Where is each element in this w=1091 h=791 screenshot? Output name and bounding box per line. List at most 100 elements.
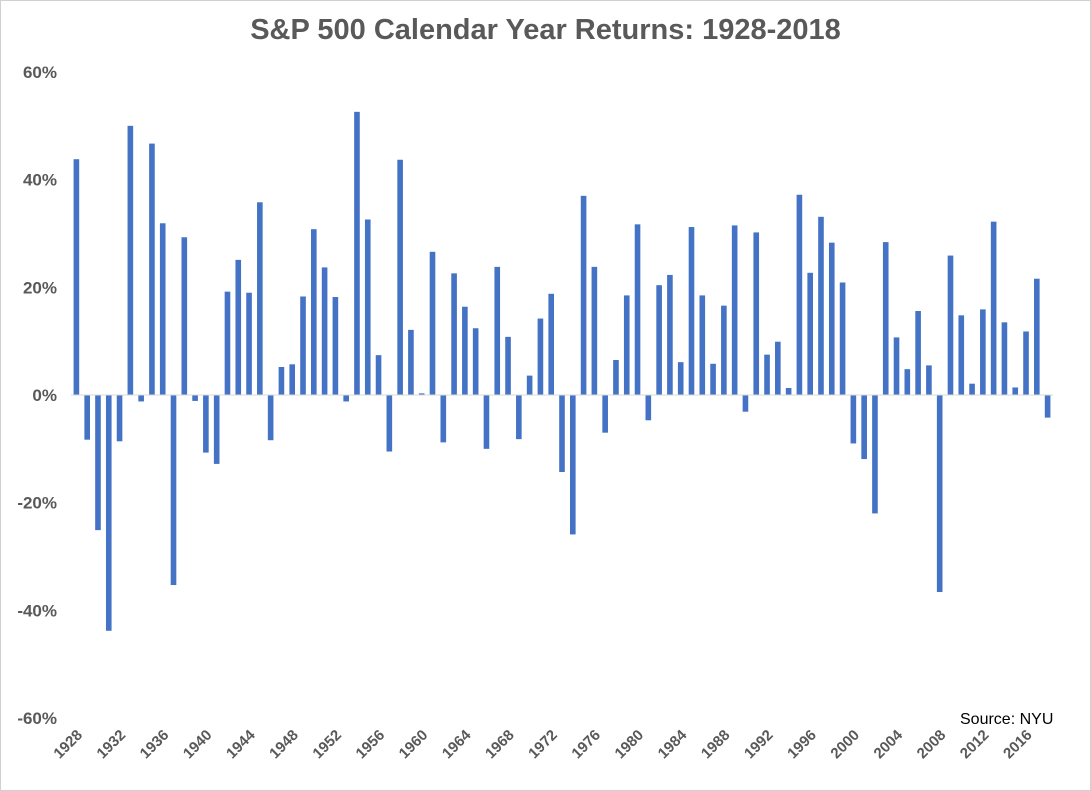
bar-1994 — [785, 388, 792, 395]
bar-2003 — [882, 242, 889, 395]
bar-1980 — [634, 224, 641, 395]
y-axis-ticks: 60% 40% 20% 0% -20% -40% -60% — [17, 63, 57, 728]
bar-1948 — [289, 364, 296, 395]
bar-1976 — [591, 266, 598, 395]
bar-1952 — [332, 297, 339, 395]
bar-2018 — [1044, 395, 1051, 418]
bar-1958 — [397, 159, 403, 395]
bar-1954 — [354, 111, 360, 395]
bar-2009 — [947, 255, 954, 395]
x-tick-label: 1936 — [137, 727, 173, 763]
bar-2016 — [1023, 331, 1029, 395]
x-tick-label: 1956 — [353, 727, 389, 763]
bar-1960 — [418, 393, 425, 395]
bar-2008 — [936, 395, 943, 593]
bar-1996 — [807, 272, 813, 395]
bar-1985 — [688, 227, 695, 395]
bar-2005 — [904, 369, 911, 395]
bar-1982 — [656, 285, 662, 395]
y-tick-label: 0% — [32, 386, 57, 405]
bar-1930 — [95, 395, 101, 531]
x-tick-label: 1984 — [655, 726, 691, 762]
x-tick-label: 2000 — [827, 727, 863, 763]
bar-1965 — [472, 328, 479, 395]
bar-1989 — [731, 225, 738, 395]
bar-1997 — [818, 216, 824, 395]
bar-1992 — [764, 354, 770, 396]
bar-2001 — [861, 395, 867, 460]
bar-1946 — [267, 395, 274, 441]
bar-1969 — [516, 395, 522, 440]
bar-2012 — [980, 309, 986, 395]
bar-1979 — [623, 295, 630, 395]
bar-1983 — [667, 274, 673, 395]
bar-2002 — [872, 395, 878, 514]
bar-1944 — [246, 292, 252, 395]
bar-1943 — [235, 259, 242, 395]
bar-1972 — [548, 293, 555, 395]
bar-1984 — [677, 362, 684, 395]
x-tick-label: 1992 — [741, 727, 777, 763]
x-tick-label: 1996 — [784, 727, 820, 763]
x-tick-label: 1944 — [223, 726, 259, 762]
bar-1961 — [429, 251, 436, 395]
y-tick-label: 60% — [23, 63, 57, 82]
bar-1986 — [699, 295, 706, 395]
bar-1975 — [580, 195, 587, 395]
x-tick-label: 1932 — [94, 727, 130, 763]
x-tick-label: 2016 — [1000, 727, 1036, 763]
y-tick-label: -40% — [17, 601, 57, 620]
bar-1981 — [645, 395, 652, 421]
bar-2007 — [926, 365, 932, 395]
bar-1940 — [203, 395, 209, 453]
bar-1957 — [386, 395, 393, 452]
x-tick-label: 2008 — [914, 727, 950, 763]
bar-2000 — [850, 395, 857, 444]
bar-1959 — [408, 329, 414, 395]
x-tick-label: 1964 — [439, 726, 475, 762]
x-tick-label: 2012 — [957, 727, 993, 763]
bar-1933 — [127, 125, 134, 395]
bar-2011 — [969, 383, 975, 395]
x-tick-label: 1976 — [568, 727, 604, 763]
bar-1991 — [753, 232, 760, 395]
x-tick-label: 1928 — [50, 727, 86, 763]
bar-1947 — [278, 367, 285, 395]
bar-1978 — [613, 360, 619, 395]
bar-1950 — [311, 229, 317, 395]
bar-1937 — [170, 395, 177, 586]
bar-1993 — [775, 341, 781, 395]
bar-1998 — [828, 242, 835, 395]
bar-1932 — [116, 395, 123, 442]
x-tick-label: 1960 — [396, 727, 432, 763]
bar-1974 — [569, 395, 576, 535]
bar-2006 — [915, 311, 921, 395]
x-tick-label: 1988 — [698, 727, 734, 763]
bar-1973 — [559, 395, 565, 472]
x-tick-label: 2004 — [871, 726, 907, 762]
bar-1968 — [505, 336, 511, 395]
x-tick-label: 1968 — [482, 727, 518, 763]
y-tick-label: -60% — [17, 709, 57, 728]
source-note: Source: NYU — [960, 711, 1054, 728]
bar-1966 — [483, 395, 490, 449]
bar-1941 — [213, 395, 220, 464]
bar-2015 — [1012, 387, 1019, 395]
y-tick-label: -20% — [17, 494, 57, 513]
bar-2010 — [958, 315, 965, 395]
bar-1964 — [462, 306, 468, 395]
bar-1971 — [537, 318, 544, 395]
bar-1928 — [73, 159, 80, 395]
bar-1999 — [839, 282, 846, 395]
x-tick-label: 1980 — [612, 727, 648, 763]
bar-1931 — [105, 395, 112, 631]
bar-1949 — [300, 296, 306, 395]
x-tick-label: 1972 — [525, 727, 561, 763]
bar-1938 — [181, 237, 188, 395]
y-tick-label: 20% — [23, 278, 57, 297]
bar-2004 — [893, 337, 900, 395]
bar-1990 — [742, 395, 749, 412]
bar-1935 — [149, 143, 155, 395]
bar-2013 — [990, 221, 997, 395]
